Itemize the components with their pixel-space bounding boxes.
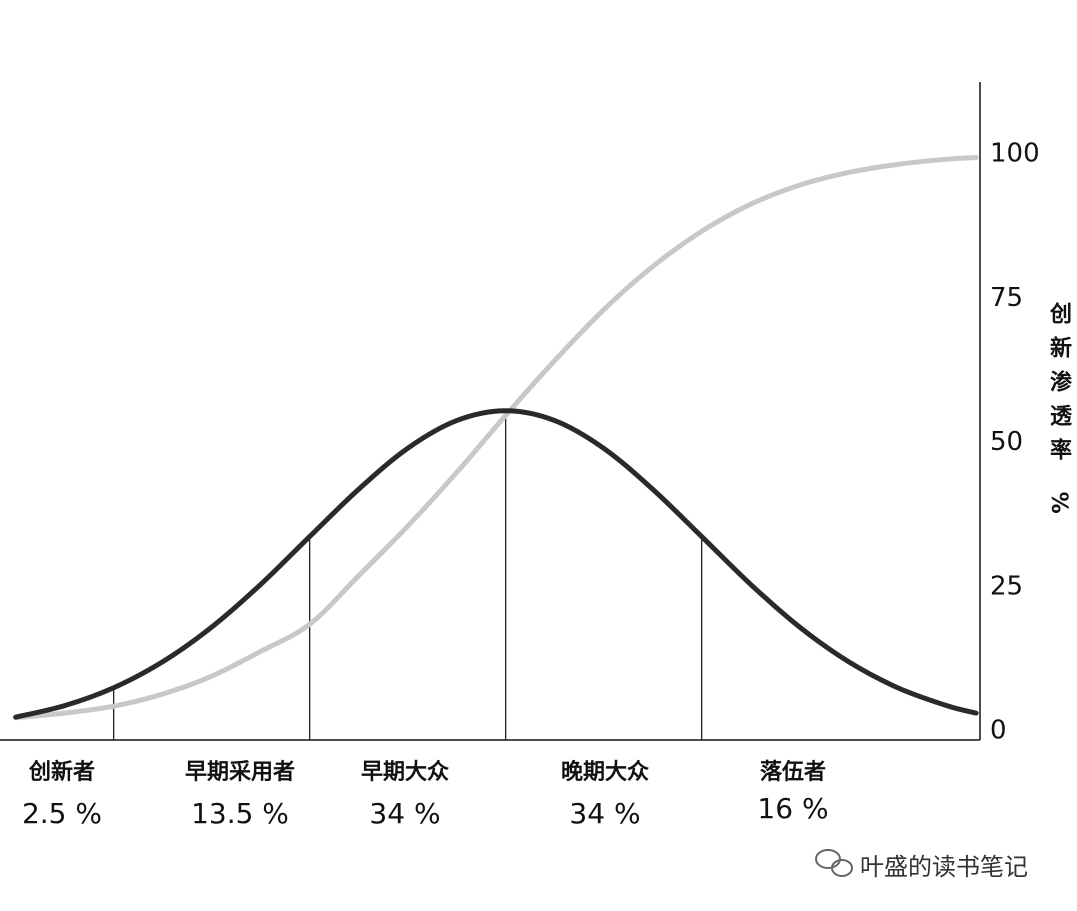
y-axis-label: 创新渗透率 % (1046, 302, 1071, 526)
y-tick-label: 100 (990, 139, 1040, 169)
y-tick-label: 50 (990, 427, 1023, 457)
segment-share: 34 % (569, 797, 640, 830)
segment-label: 落伍者 (760, 760, 826, 785)
segment-share: 13.5 % (191, 797, 289, 830)
segment-share: 34 % (369, 797, 440, 830)
y-tick-label: 0 (990, 716, 1007, 746)
segment-label: 创新者 (28, 759, 95, 785)
segment-label: 早期采用者 (185, 760, 295, 785)
segment-share: 2.5 % (22, 797, 102, 830)
penetration-curve (13, 154, 979, 721)
segment-share: 16 % (757, 792, 828, 825)
y-tick-label: 25 (990, 571, 1023, 601)
wechat-icon (815, 849, 853, 877)
y-tick-label: 75 (990, 283, 1023, 313)
watermark: 叶盛的读书笔记 (860, 853, 1028, 881)
segment-label: 早期大众 (361, 760, 449, 785)
adoption-curve (13, 408, 979, 720)
segment-label: 晚期大众 (561, 760, 649, 785)
